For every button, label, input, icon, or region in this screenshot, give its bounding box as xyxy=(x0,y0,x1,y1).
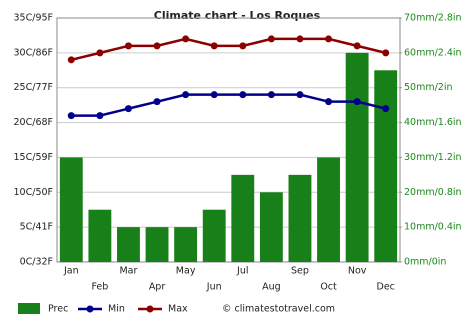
y-tick-label: 15C/59F xyxy=(14,152,53,163)
marker xyxy=(325,35,333,43)
x-tick-label: Dec xyxy=(377,282,395,293)
marker xyxy=(353,98,361,106)
bar xyxy=(145,227,169,262)
x-tick-label: Apr xyxy=(149,282,166,293)
y2-tick-label: 50mm/2in xyxy=(404,82,453,93)
bar xyxy=(174,227,198,262)
y2-tick-label: 20mm/0.8in xyxy=(404,187,462,198)
x-tick-label: Nov xyxy=(348,266,367,277)
credit: © climatestotravel.com xyxy=(222,304,335,315)
legend-swatch xyxy=(86,305,94,313)
y2-tick-label: 0mm/0in xyxy=(404,257,446,268)
bar xyxy=(317,157,340,262)
bar xyxy=(231,174,255,262)
x-tick-label: Jun xyxy=(206,282,222,293)
y-tick-label: 10C/50F xyxy=(14,187,53,198)
marker xyxy=(124,42,132,50)
y-tick-label: 25C/77F xyxy=(14,82,53,93)
legend-swatch xyxy=(18,303,40,314)
bar xyxy=(259,192,283,262)
y2-tick-label: 70mm/2.8in xyxy=(404,13,462,24)
bar xyxy=(88,209,112,262)
marker xyxy=(67,112,75,120)
bar xyxy=(117,227,140,262)
plot-frame xyxy=(56,17,401,263)
x-tick-label: May xyxy=(176,266,196,277)
marker xyxy=(267,35,275,43)
legend-label: Prec xyxy=(48,304,68,315)
bar xyxy=(345,52,369,262)
marker xyxy=(210,91,218,99)
y2-tick-label: 40mm/1.6in xyxy=(404,117,462,128)
legend-swatch xyxy=(146,305,154,313)
x-tick-label: Feb xyxy=(91,282,108,293)
marker xyxy=(382,105,390,113)
legend-label: Max xyxy=(168,304,188,315)
marker xyxy=(325,98,333,106)
y2-tick-label: 60mm/2.4in xyxy=(404,47,462,58)
x-tick-label: Aug xyxy=(262,282,281,293)
marker xyxy=(96,49,104,57)
marker xyxy=(153,98,161,106)
x-tick-label: Sep xyxy=(291,266,309,277)
marker xyxy=(239,91,247,99)
y-tick-label: 5C/41F xyxy=(20,222,53,233)
marker xyxy=(182,35,190,43)
marker xyxy=(96,112,104,120)
chart-title: Climate chart - Los Roques xyxy=(154,9,321,22)
marker xyxy=(353,42,361,50)
marker xyxy=(153,42,161,50)
line xyxy=(71,93,387,117)
line xyxy=(70,37,387,62)
x-tick-label: Jul xyxy=(236,266,248,277)
x-tick-label: Jan xyxy=(63,266,79,277)
bar xyxy=(202,209,226,262)
marker xyxy=(182,91,190,99)
marker xyxy=(267,91,275,99)
marker xyxy=(296,91,304,99)
bar xyxy=(59,157,83,262)
y2-tick-label: 10mm/0.4in xyxy=(404,222,462,233)
y-tick-label: 35C/95F xyxy=(14,13,53,24)
x-tick-label: Oct xyxy=(320,282,337,293)
y2-tick-label: 30mm/1.2in xyxy=(404,152,462,163)
marker xyxy=(296,35,304,43)
legend-label: Min xyxy=(108,304,125,315)
marker xyxy=(382,49,390,57)
marker xyxy=(67,56,75,64)
marker xyxy=(210,42,218,50)
y-tick-label: 30C/86F xyxy=(14,47,53,58)
y-tick-label: 20C/68F xyxy=(14,117,53,128)
bar xyxy=(288,174,312,262)
marker xyxy=(124,105,132,113)
x-tick-label: Mar xyxy=(119,266,137,277)
bar xyxy=(374,70,398,263)
marker xyxy=(239,42,247,50)
y-tick-label: 0C/32F xyxy=(20,257,53,268)
